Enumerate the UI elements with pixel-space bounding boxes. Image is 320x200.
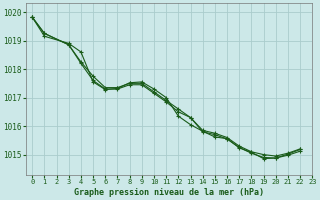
X-axis label: Graphe pression niveau de la mer (hPa): Graphe pression niveau de la mer (hPa) xyxy=(74,188,264,197)
